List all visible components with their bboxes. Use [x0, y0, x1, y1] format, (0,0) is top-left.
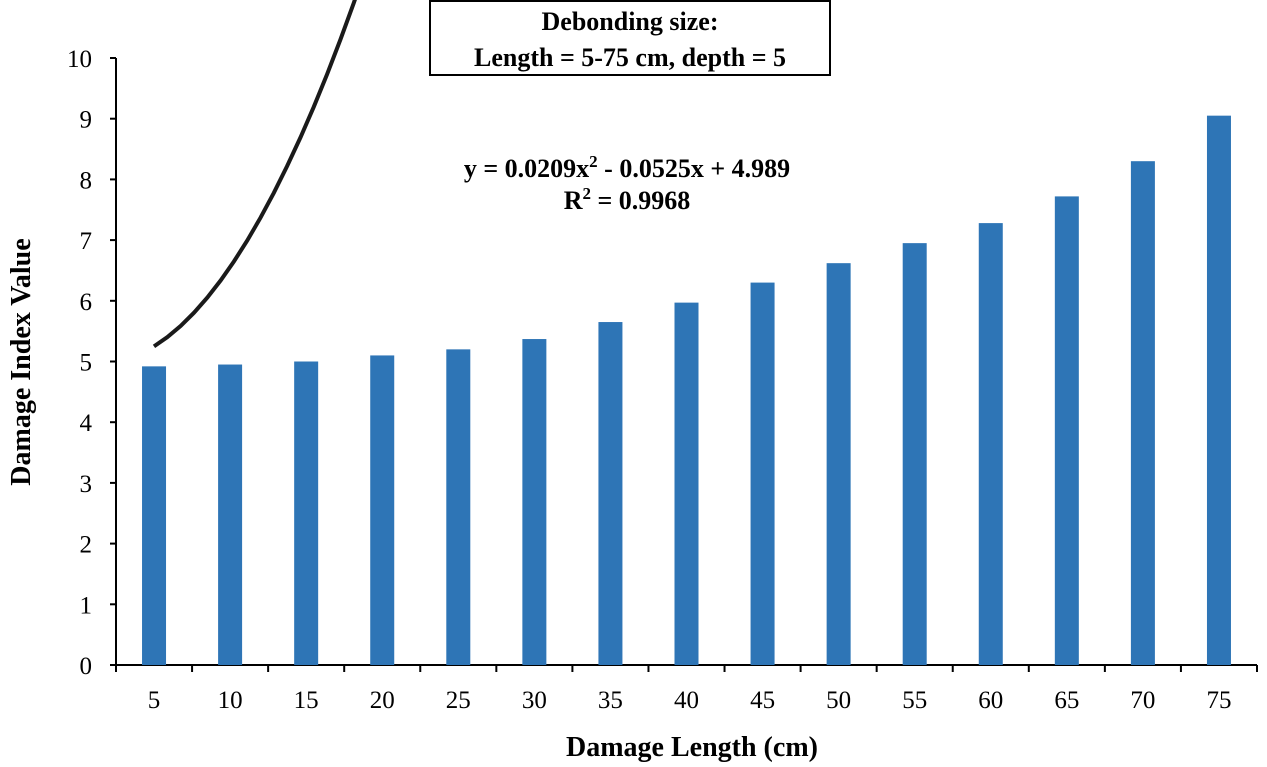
- x-axis-title: Damage Length (cm): [566, 732, 818, 763]
- bar-25: [446, 349, 471, 665]
- x-tick-label: 75: [1206, 687, 1231, 714]
- y-tick-label: 7: [80, 228, 93, 255]
- y-tick-label: 4: [80, 410, 93, 437]
- x-tick-label: 65: [1054, 687, 1079, 714]
- trendline-equation: y = 0.0209x2 - 0.0525x + 4.989: [464, 152, 790, 183]
- bar-45: [750, 282, 775, 665]
- y-tick-label: 1: [80, 592, 93, 619]
- y-tick-label: 2: [80, 532, 93, 559]
- chart-title-line1: Debonding size:: [542, 7, 719, 36]
- bar-65: [1054, 196, 1079, 665]
- chart-title-box: Debonding size: Length = 5-75 cm, depth …: [429, 0, 831, 76]
- bar-55: [902, 243, 927, 665]
- bar-5: [142, 366, 167, 665]
- trendline-curve: [152, 0, 357, 349]
- equation-prefix: y = 0.0209x: [464, 154, 589, 183]
- x-axis-ticks: 5 10 15 20 25 30 35 40 45 50 55 60 65 70 75: [115, 665, 1258, 714]
- bar-40: [674, 302, 699, 665]
- bar-20: [370, 355, 395, 665]
- x-tick-label: 50: [826, 687, 851, 714]
- bar-35: [598, 322, 623, 665]
- x-tick-label: 45: [750, 687, 775, 714]
- y-tick-label: 9: [80, 107, 93, 134]
- r2-suffix: = 0.9968: [591, 186, 690, 215]
- y-tick-label: 6: [80, 289, 93, 316]
- r2-superscript: 2: [582, 184, 591, 203]
- r2-prefix: R: [564, 186, 583, 215]
- y-axis-ticks: 0 1 2 3 4 5 6 7 8 9 10: [67, 46, 116, 680]
- equation-superscript: 2: [589, 152, 598, 171]
- y-tick-label: 10: [67, 46, 92, 73]
- x-tick-label: 70: [1130, 687, 1155, 714]
- x-tick-label: 30: [522, 687, 547, 714]
- x-tick-label: 25: [446, 687, 471, 714]
- equation-suffix: - 0.0525x + 4.989: [598, 154, 790, 183]
- bars-group: [142, 115, 1231, 666]
- x-tick-label: 15: [294, 687, 319, 714]
- x-tick-label: 35: [598, 687, 623, 714]
- y-tick-label: 5: [80, 350, 93, 377]
- trendline-r-squared: R2 = 0.9968: [564, 184, 691, 215]
- bar-60: [978, 223, 1003, 665]
- x-tick-label: 10: [218, 687, 243, 714]
- title-box-border: [429, 0, 831, 76]
- x-tick-label: 60: [978, 687, 1003, 714]
- bar-30: [522, 339, 547, 665]
- x-tick-label: 5: [148, 687, 161, 714]
- y-tick-label: 3: [80, 471, 93, 498]
- y-tick-label: 8: [80, 167, 93, 194]
- bar-50: [826, 263, 851, 665]
- bar-10: [218, 364, 243, 665]
- x-tick-label: 40: [674, 687, 699, 714]
- bar-70: [1130, 161, 1155, 665]
- x-tick-label: 20: [370, 687, 395, 714]
- bar-75: [1206, 115, 1231, 666]
- chart-title-line2: Length = 5-75 cm, depth = 5: [474, 43, 786, 72]
- trendline-group: [152, 0, 357, 349]
- y-axis-title: Damage Index Value: [6, 238, 37, 485]
- bar-15: [294, 361, 319, 665]
- y-tick-label: 0: [80, 653, 93, 680]
- x-tick-label: 55: [902, 687, 927, 714]
